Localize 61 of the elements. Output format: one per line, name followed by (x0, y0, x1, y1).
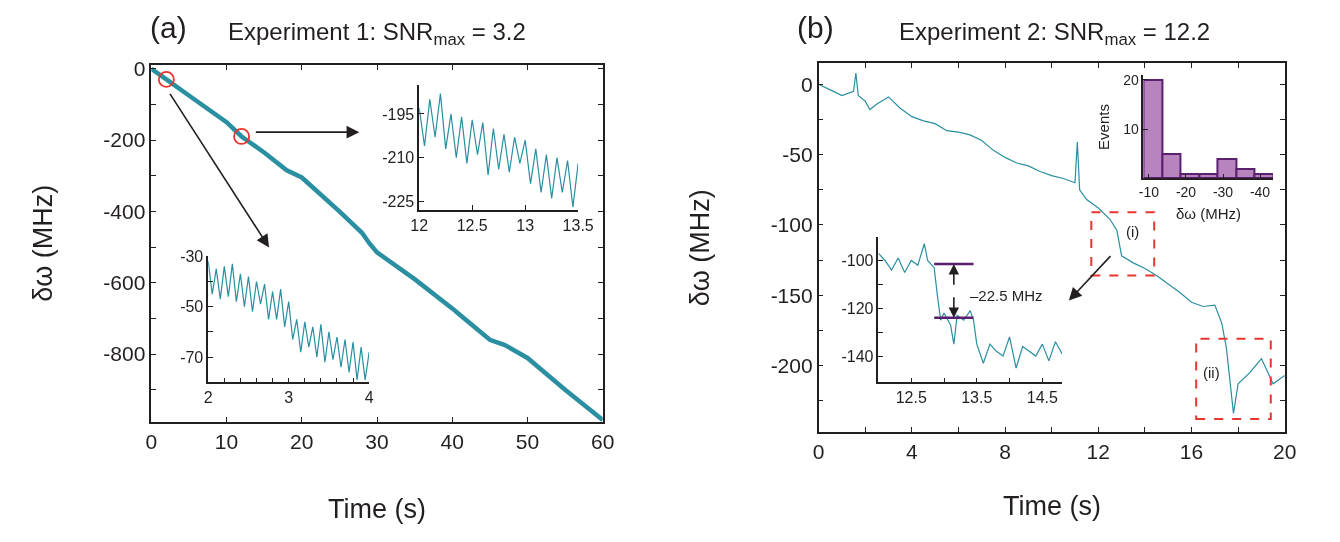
x-tick-label: 13.5 (562, 216, 594, 234)
x-tick-label: 12.5 (456, 216, 488, 234)
x-tick-label: 14.5 (1026, 389, 1058, 407)
x-tick-label: 13.5 (961, 389, 993, 407)
y-tick-label: -600 (103, 271, 146, 295)
annotation: (i) (1126, 223, 1140, 240)
y-tick-label: -70 (180, 348, 204, 366)
y-tick-label: -400 (103, 199, 146, 223)
y-tick-label: -140 (841, 347, 874, 365)
y-tick-label: -100 (841, 252, 874, 270)
y-tick-label: -30 (180, 247, 204, 265)
line-series (151, 66, 603, 422)
y-axis-title: δω (MHz) (27, 184, 58, 302)
y-tick-label: -50 (180, 298, 204, 316)
x-tick-label: 3 (284, 389, 294, 407)
y-tick-label: -800 (103, 342, 146, 366)
x-tick-label: 4 (364, 389, 374, 407)
x-tick-label: -10 (1138, 184, 1160, 200)
y-tick-label: -120 (841, 299, 874, 317)
text: (b) (797, 11, 834, 44)
text: (a) (150, 11, 187, 44)
x-tick-label: 60 (591, 429, 615, 453)
y-tick-label: -50 (782, 142, 813, 166)
y-tick-label: -195 (382, 105, 415, 123)
x-tick-label: -40 (1249, 184, 1271, 200)
x-tick-label: 12.5 (895, 389, 927, 407)
x-tick-label: -30 (1212, 184, 1234, 200)
line-series (818, 72, 1285, 414)
x-axis-title: Time (s) (1003, 491, 1101, 521)
x-tick-label: 12 (1086, 439, 1110, 463)
x-tick-label: 10 (214, 429, 239, 453)
x-tick-label: 30 (365, 429, 389, 453)
y-tick-label: 0 (133, 57, 146, 81)
x-tick-label: 4 (905, 439, 918, 463)
y-tick-label: -200 (103, 128, 146, 152)
y-axis-title: δω (MHz) (685, 189, 716, 307)
x-tick-label: 20 (1273, 439, 1297, 463)
annotation: (ii) (1203, 364, 1220, 381)
x-axis-title: δω (MHz) (1176, 205, 1242, 222)
x-tick-label: 16 (1179, 439, 1204, 463)
annotation: –22.5 MHz (970, 287, 1043, 304)
chart-title: Experiment 1: SNR$_{max}$ = 3.2 (228, 18, 526, 50)
y-axis-title: Events (1095, 104, 1113, 150)
x-tick-label: 12 (410, 216, 429, 234)
x-tick-label: -20 (1175, 184, 1197, 200)
x-axis-title: Time (s) (328, 494, 426, 524)
line-series (419, 92, 579, 208)
x-tick-label: 8 (999, 439, 1011, 463)
x-tick-label: 40 (440, 429, 464, 453)
line-series (878, 243, 1062, 369)
y-tick-label: 0 (800, 72, 813, 96)
y-tick-label: -150 (770, 283, 813, 307)
x-tick-label: 2 (203, 389, 213, 407)
y-tick-label: -100 (770, 213, 813, 237)
x-tick-label: 20 (290, 429, 314, 453)
y-tick-label: -225 (382, 192, 415, 210)
chart-title: Experiment 2: SNR$_{max}$ = 12.2 (899, 18, 1211, 50)
x-tick-label: 13 (516, 216, 535, 234)
x-tick-label: 50 (515, 429, 540, 453)
y-tick-label: -210 (382, 149, 415, 167)
y-tick-label: -200 (770, 353, 813, 377)
